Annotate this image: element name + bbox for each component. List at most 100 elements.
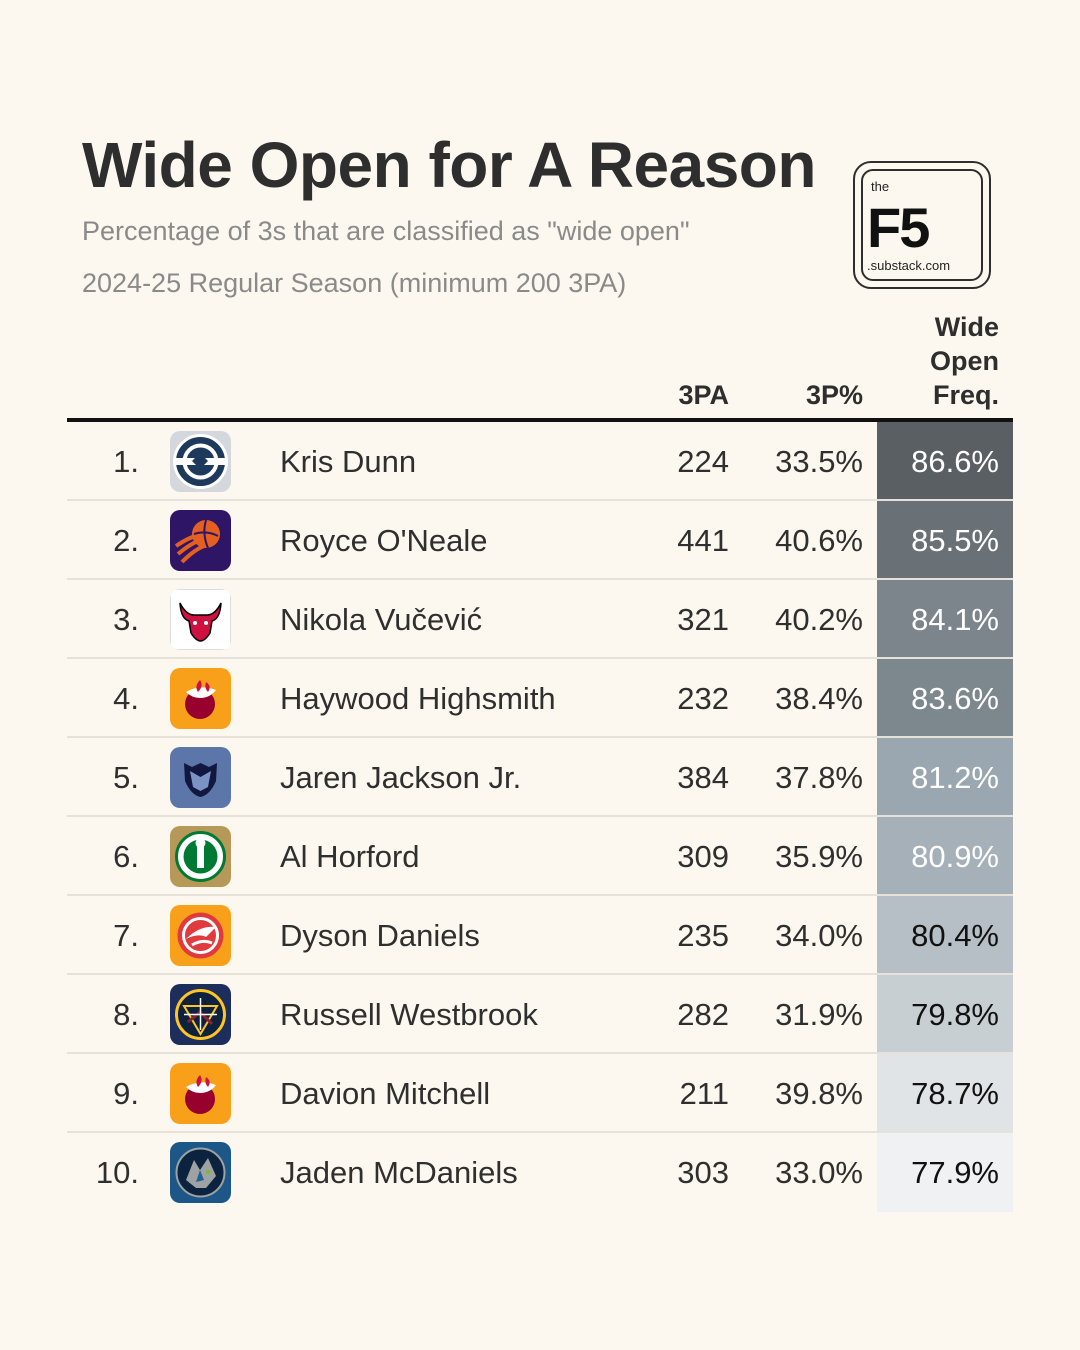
chart-subtitle: Percentage of 3s that are classified as … (82, 216, 690, 246)
player-name-cell: Jaden McDaniels (280, 1155, 518, 1190)
row-divider (67, 1131, 1013, 1133)
rank-cell: 9. (113, 1076, 139, 1111)
row-divider (67, 815, 1013, 817)
wide-open-freq-value: 77.9% (911, 1155, 999, 1190)
table-row: 6. Al Horford 309 35.9% 80.9% (67, 817, 1013, 896)
three-p-pct-cell: 34.0% (775, 918, 863, 953)
player-name-cell: Al Horford (280, 839, 420, 874)
freq-header-line-1: Wide (934, 312, 999, 342)
wide-open-freq-cell: 84.1% (877, 580, 1013, 659)
three-pa-cell: 224 (677, 444, 729, 479)
row-divider (67, 578, 1013, 580)
header-rule (67, 418, 1013, 422)
row-divider (67, 973, 1013, 975)
heat-logo-icon (170, 1063, 231, 1124)
logo-the-text: the (871, 179, 890, 194)
wide-open-freq-cell: 80.9% (877, 817, 1013, 896)
row-divider (67, 894, 1013, 896)
player-name-cell: Jaren Jackson Jr. (280, 760, 522, 795)
wide-open-freq-value: 83.6% (911, 681, 999, 716)
wide-open-freq-cell: 80.4% (877, 896, 1013, 975)
hawks-logo-icon (170, 905, 231, 966)
three-pa-cell: 235 (677, 918, 729, 953)
three-p-pct-cell: 39.8% (775, 1076, 863, 1111)
rank-cell: 2. (113, 523, 139, 558)
row-divider (67, 736, 1013, 738)
clippers-logo-icon (170, 431, 231, 492)
wide-open-freq-cell: 85.5% (877, 501, 1013, 580)
three-p-pct-cell: 33.0% (775, 1155, 863, 1190)
rank-cell: 4. (113, 681, 139, 716)
table-row: 8. Russell Westbrook 282 31.9% 79.8% (67, 975, 1013, 1054)
player-name-cell: Dyson Daniels (280, 918, 480, 953)
rank-cell: 1. (113, 444, 139, 479)
chart-title: Wide Open for A Reason (82, 129, 816, 201)
wide-open-freq-cell: 77.9% (877, 1133, 1013, 1212)
table-row: 7. Dyson Daniels 235 34.0% 80.4% (67, 896, 1013, 975)
nuggets-logo-icon (170, 984, 231, 1045)
table-row: 10. Jaden McDaniels 303 33.0% 77.9% (67, 1133, 1013, 1212)
player-name-cell: Russell Westbrook (280, 997, 538, 1032)
row-divider (67, 1052, 1013, 1054)
three-pa-cell: 384 (677, 760, 729, 795)
celtics-logo-icon (170, 826, 231, 887)
three-pa-cell: 232 (677, 681, 729, 716)
row-divider (67, 657, 1013, 659)
rank-cell: 10. (95, 1155, 139, 1190)
three-p-pct-cell: 40.2% (775, 602, 863, 637)
f5-brand-logo: the F5 .substack.com (853, 161, 991, 289)
three-p-pct-cell: 37.8% (775, 760, 863, 795)
column-header-3pa: 3PA (678, 380, 729, 410)
table-row: 3. Nikola Vučević 321 40.2% 84.1% (67, 580, 1013, 659)
wide-open-freq-value: 86.6% (911, 444, 999, 479)
player-name-cell: Royce O'Neale (280, 523, 488, 558)
wide-open-freq-value: 85.5% (911, 523, 999, 558)
rank-cell: 8. (113, 997, 139, 1032)
player-name-cell: Davion Mitchell (280, 1076, 491, 1111)
row-divider (67, 499, 1013, 501)
wide-open-freq-cell: 81.2% (877, 738, 1013, 817)
wide-open-freq-value: 80.4% (911, 918, 999, 953)
three-p-pct-cell: 38.4% (775, 681, 863, 716)
table-row: 4. Haywood Highsmith 232 38.4% 83.6% (67, 659, 1013, 738)
grizzlies-logo-icon (170, 747, 231, 808)
three-p-pct-cell: 40.6% (775, 523, 863, 558)
three-pa-cell: 321 (677, 602, 729, 637)
wide-open-freq-cell: 86.6% (877, 422, 1013, 501)
table-row: 1. Kris Dunn 224 33.5% 86.6% (67, 422, 1013, 501)
logo-inner-frame: the F5 .substack.com (861, 169, 983, 281)
rank-cell: 3. (113, 602, 139, 637)
wide-open-freq-value: 81.2% (911, 760, 999, 795)
suns-logo-icon (170, 510, 231, 571)
player-name-cell: Nikola Vučević (280, 602, 483, 637)
table-row: 5. Jaren Jackson Jr. 384 37.8% 81.2% (67, 738, 1013, 817)
heat-logo-icon (170, 668, 231, 729)
three-pa-cell: 303 (677, 1155, 729, 1190)
chart-season-note: 2024-25 Regular Season (minimum 200 3PA) (82, 268, 627, 298)
three-pa-cell: 211 (679, 1076, 729, 1111)
wide-open-freq-cell: 79.8% (877, 975, 1013, 1054)
player-name-cell: Haywood Highsmith (280, 681, 556, 716)
wide-open-freq-value: 84.1% (911, 602, 999, 637)
three-pa-cell: 282 (677, 997, 729, 1032)
logo-f5-text: F5 (867, 196, 930, 259)
player-name-cell: Kris Dunn (280, 444, 417, 479)
wide-open-freq-value: 79.8% (911, 997, 999, 1032)
table-row: 9. Davion Mitchell 211 39.8% 78.7% (67, 1054, 1013, 1133)
freq-header-line-2: Open (929, 346, 999, 376)
column-header-wide-open-freq: Wide Open Freq. (877, 310, 999, 412)
table-row: 2. Royce O'Neale 441 40.6% 85.5% (67, 501, 1013, 580)
wide-open-freq-cell: 78.7% (877, 1054, 1013, 1133)
three-pa-cell: 441 (677, 523, 729, 558)
column-header-3p-pct: 3P% (805, 380, 863, 410)
wide-open-freq-value: 80.9% (911, 839, 999, 874)
freq-header-line-3: Freq. (932, 380, 999, 410)
three-p-pct-cell: 31.9% (775, 997, 863, 1032)
timberwolves-logo-icon (170, 1142, 231, 1203)
rank-cell: 7. (113, 918, 139, 953)
rank-cell: 5. (113, 760, 139, 795)
wide-open-freq-cell: 83.6% (877, 659, 1013, 738)
wide-open-freq-value: 78.7% (911, 1076, 999, 1111)
three-pa-cell: 309 (677, 839, 729, 874)
rank-cell: 6. (113, 839, 139, 874)
